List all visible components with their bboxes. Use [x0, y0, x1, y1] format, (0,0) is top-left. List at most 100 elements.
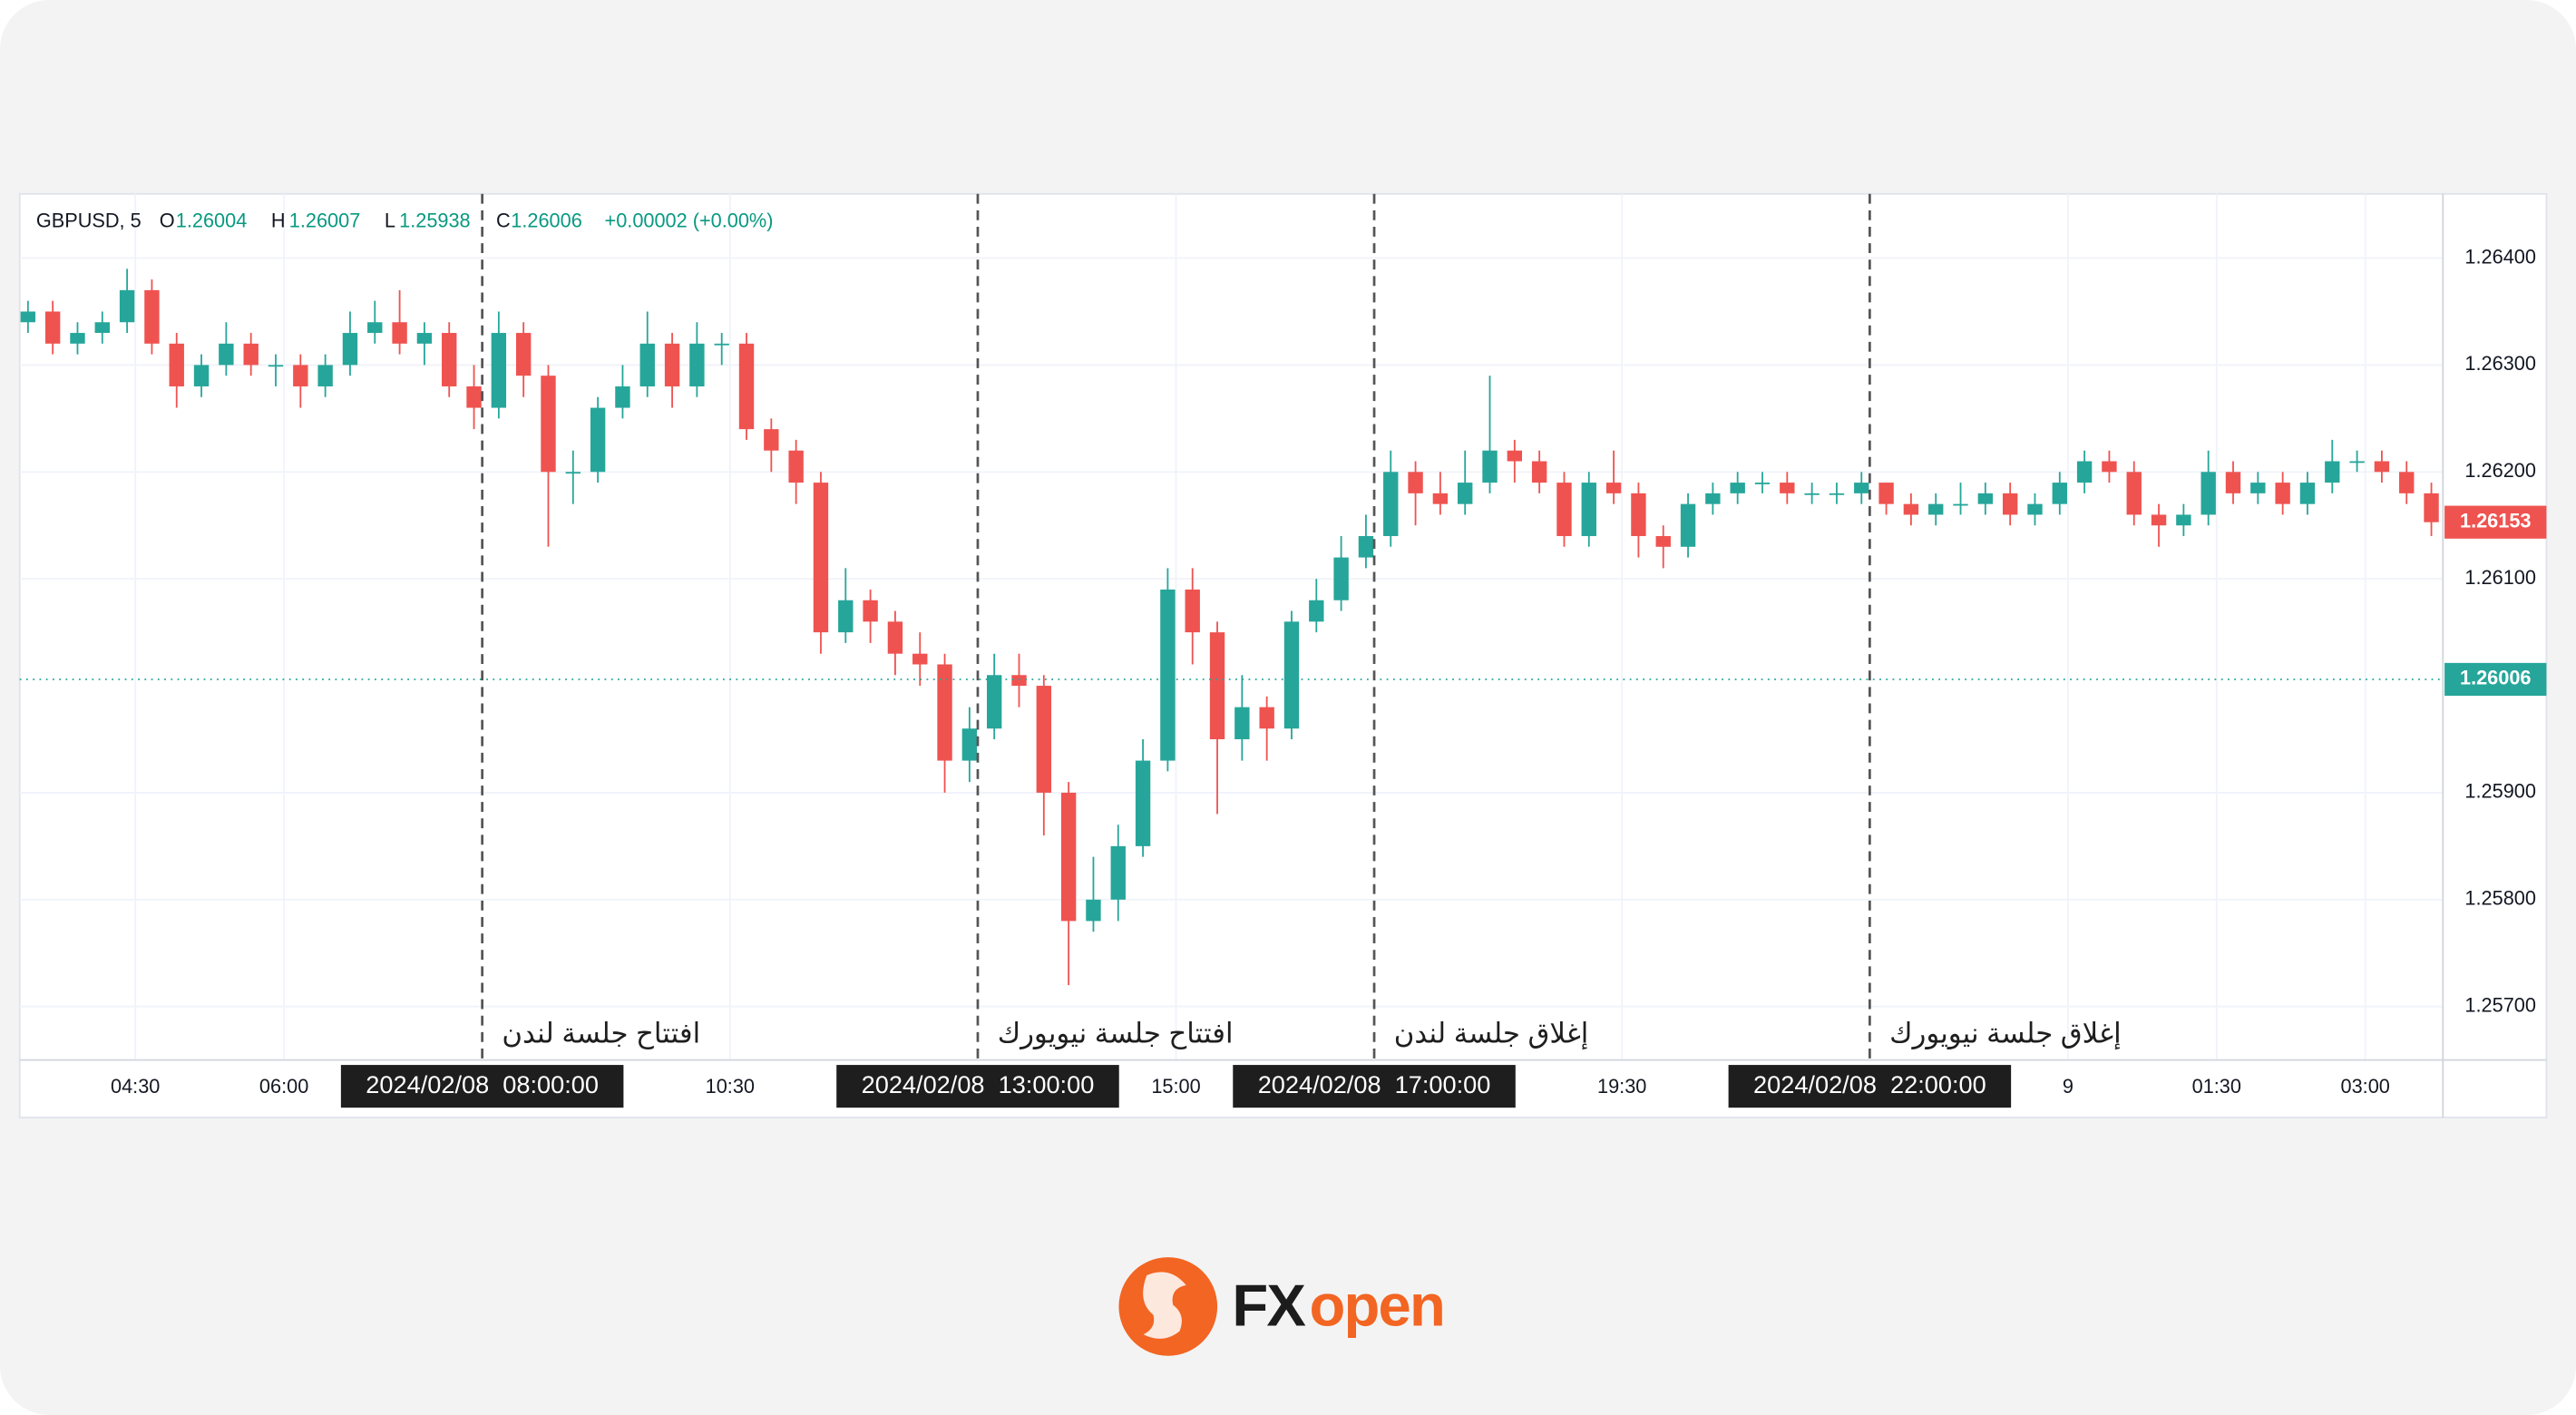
- last-price-label: 1.26153: [2460, 509, 2532, 532]
- candle-body: [1903, 503, 1919, 515]
- candle-body: [1655, 536, 1671, 547]
- candle-body: [1829, 493, 1845, 495]
- candle-body: [1333, 557, 1349, 600]
- grid: [19, 193, 2444, 1060]
- x-tick-label: 03:00: [2341, 1075, 2390, 1098]
- x-tick-label: 10:30: [706, 1075, 755, 1098]
- change: +0.00002 (+0.00%): [605, 209, 774, 231]
- y-tick-label: 1.26200: [2464, 459, 2536, 482]
- candle-body: [615, 385, 630, 408]
- candle-body: [1036, 686, 1052, 793]
- candle-body: [1730, 483, 1745, 493]
- logo-glyph: [1143, 1272, 1186, 1339]
- candle-body: [1408, 472, 1423, 493]
- candle-body: [1185, 589, 1200, 633]
- candle-body: [1309, 600, 1324, 622]
- candle-body: [788, 450, 804, 483]
- session-date-label: 2024/02/08 13:00:00: [862, 1070, 1095, 1098]
- session-date-label: 2024/02/08 22:00:00: [1753, 1070, 1986, 1098]
- candle-body: [392, 322, 407, 344]
- candle-body: [2151, 514, 2167, 526]
- open-label: O: [160, 209, 175, 231]
- x-tick-label: 06:00: [259, 1075, 308, 1098]
- candle-body: [243, 343, 259, 366]
- candle-body: [863, 600, 878, 622]
- cursor-price-tag: [2444, 662, 2547, 697]
- candle-body: [1878, 483, 1894, 504]
- candle-body: [1605, 483, 1622, 493]
- candle-body: [1283, 621, 1300, 729]
- candle-body: [466, 385, 482, 408]
- y-tick-label: 1.25800: [2464, 887, 2536, 910]
- candle-body: [1060, 792, 1077, 922]
- candle-body: [714, 343, 729, 346]
- session-date-tag: [836, 1065, 1119, 1108]
- high-label: H: [271, 209, 286, 231]
- candle-body: [2374, 461, 2390, 473]
- candle-body: [2399, 472, 2415, 493]
- y-tick-label: 1.26100: [2464, 566, 2536, 589]
- candle-body: [813, 483, 829, 633]
- candle-body: [268, 365, 284, 367]
- candle-body: [1234, 707, 1250, 739]
- candle-body: [639, 343, 655, 386]
- low-label: L: [385, 209, 395, 231]
- x-tick-label: 9: [2063, 1075, 2073, 1098]
- candle-body: [565, 472, 581, 474]
- candle-body: [169, 343, 184, 386]
- candle-body: [1458, 483, 1473, 504]
- logo-fx: FX: [1232, 1272, 1305, 1338]
- candle-body: [44, 311, 61, 344]
- candle-body: [1086, 899, 1101, 922]
- y-tick-label: 1.26300: [2464, 352, 2536, 375]
- x-tick-label: 04:30: [111, 1075, 160, 1098]
- candle-body: [70, 333, 85, 344]
- candle-body: [293, 365, 308, 386]
- candle-body: [442, 333, 457, 386]
- candle-body: [515, 333, 532, 376]
- session-label: إغلاق جلسة نيويورك: [1889, 1018, 2122, 1050]
- candle-body: [367, 322, 383, 334]
- candle-body: [1928, 503, 1944, 515]
- candle-body: [193, 365, 210, 386]
- candle-body: [1754, 483, 1771, 484]
- candles: [20, 268, 2439, 986]
- candle-body: [2052, 483, 2067, 504]
- candle-body: [541, 376, 556, 473]
- close-value: 1.26006: [511, 209, 582, 231]
- session-date-tag: [1728, 1065, 2012, 1108]
- candle-body: [1556, 483, 1572, 537]
- candle-body: [689, 343, 705, 386]
- candle-body: [317, 365, 333, 386]
- candle-body: [2424, 493, 2439, 522]
- candle-body: [119, 289, 135, 323]
- session-label: إغلاق جلسة لندن: [1394, 1018, 1589, 1050]
- session-date-label: 2024/02/08 17:00:00: [1258, 1070, 1491, 1098]
- candle-body: [1780, 483, 1795, 493]
- logo-open: open: [1310, 1272, 1444, 1338]
- candle-body: [1977, 493, 1994, 504]
- candle-body: [342, 333, 358, 366]
- x-tick-label: 01:30: [2192, 1075, 2241, 1098]
- close-label: C: [496, 209, 511, 231]
- y-tick-label: 1.25700: [2464, 993, 2536, 1016]
- candle-body: [2225, 472, 2241, 493]
- low-value: 1.25938: [399, 209, 471, 231]
- chart-panel: [18, 192, 2548, 1118]
- last-price-tag: [2444, 505, 2547, 539]
- candle-body: [416, 333, 433, 344]
- candle-body: [1110, 845, 1126, 900]
- candle-body: [1581, 483, 1596, 537]
- candle-body: [2076, 461, 2093, 483]
- candle-body: [961, 728, 978, 761]
- candle-body: [1631, 493, 1646, 537]
- symbol: GBPUSD, 5: [36, 209, 141, 231]
- session-date-tag: [1233, 1065, 1516, 1108]
- candle-body: [94, 322, 110, 334]
- candle-body: [219, 343, 234, 366]
- candle-body: [738, 343, 755, 430]
- candle-body: [144, 289, 160, 344]
- candle-body: [986, 675, 1002, 729]
- candle-body: [2275, 483, 2290, 504]
